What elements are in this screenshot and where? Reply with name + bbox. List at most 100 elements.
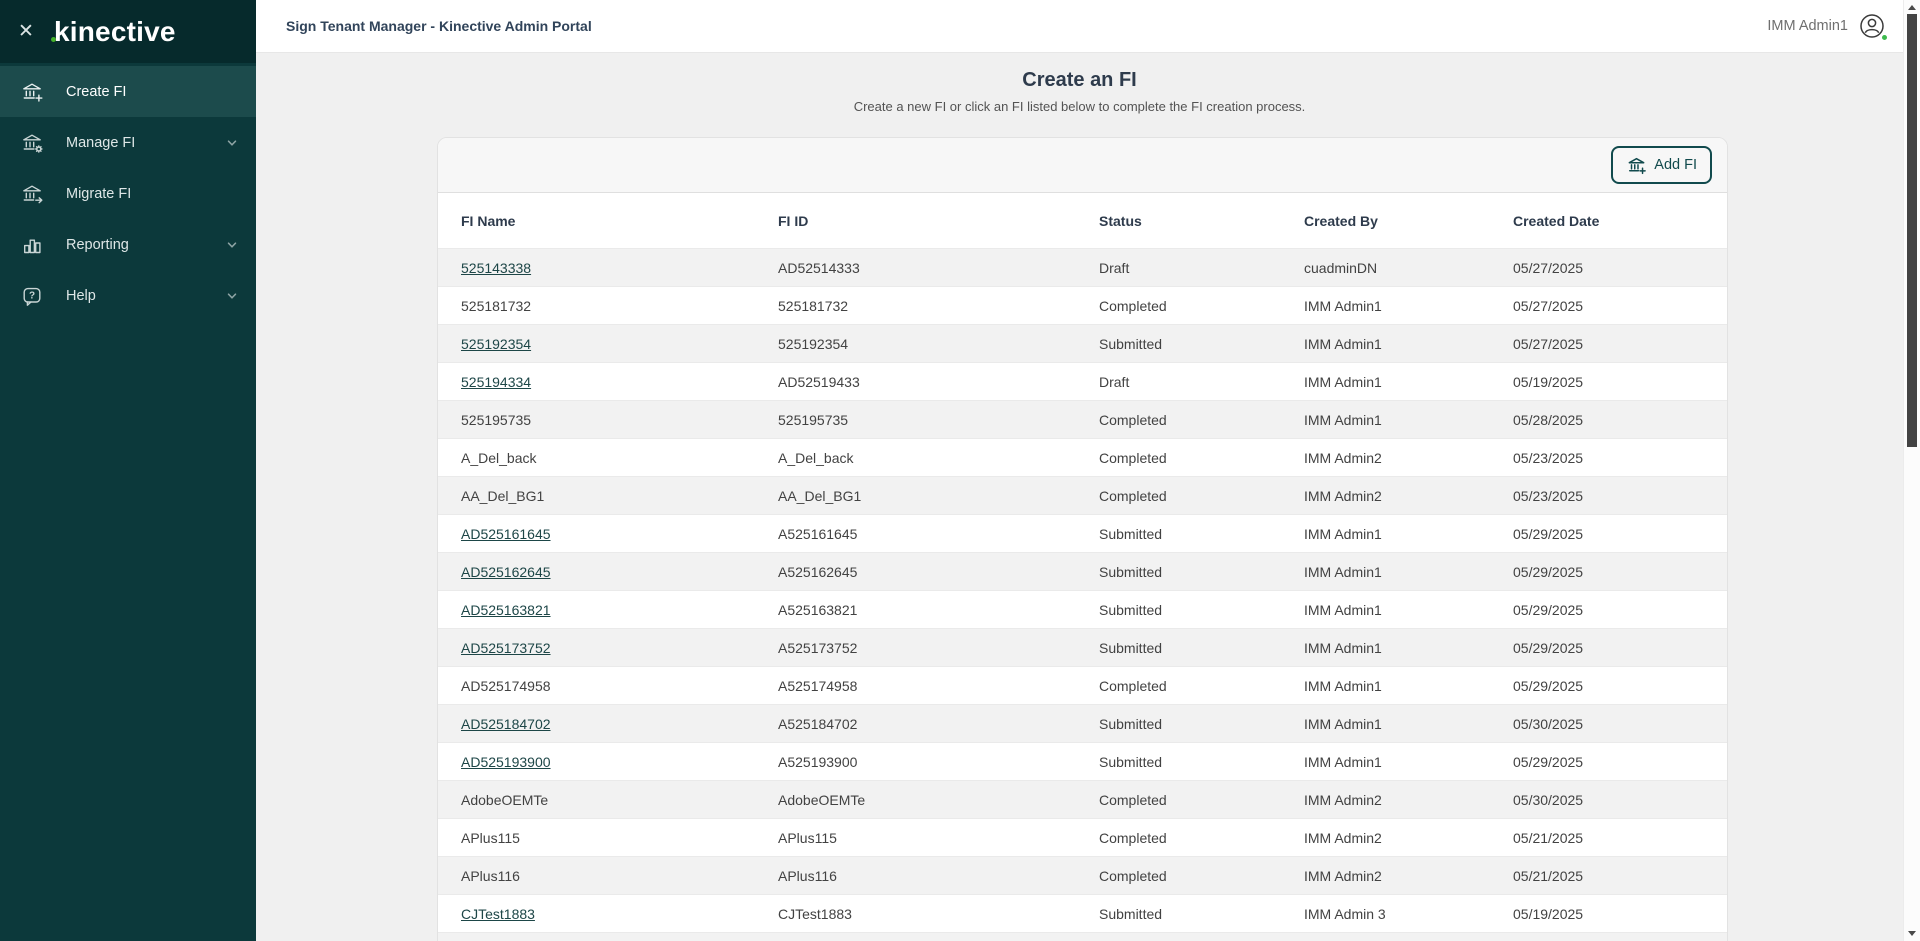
created-date-cell: 05/27/2025 [1513, 297, 1584, 314]
created-by-cell: IMM Admin1 [1304, 373, 1382, 390]
fi-name-link: 525195735 [461, 411, 532, 428]
bank-plus-icon [20, 80, 44, 104]
user-avatar-icon[interactable] [1857, 11, 1888, 41]
created-by-cell: IMM Admin1 [1304, 411, 1382, 428]
brand-logo: kinective [51, 16, 176, 48]
vertical-scrollbar[interactable] [1903, 0, 1920, 941]
fi-id-cell: A525173752 [778, 639, 858, 656]
table-row: 525192354 525192354 Submitted IMM Admin1… [438, 324, 1727, 362]
created-date-cell: 05/30/2025 [1513, 791, 1584, 808]
column-header-fi-name: FI Name [461, 212, 516, 229]
created-date-cell: 05/19/2025 [1513, 373, 1584, 390]
fi-id-cell: AA_Del_BG1 [778, 487, 862, 504]
fi-name-link[interactable]: AD525161645 [461, 525, 551, 542]
table-row: AD525163821 A525163821 Submitted IMM Adm… [438, 590, 1727, 628]
bank-gear-icon [20, 131, 44, 155]
table-row: AA_Del_BG1 AA_Del_BG1 Completed IMM Admi… [438, 476, 1727, 514]
sidebar-item-migrate-fi[interactable]: Migrate FI [0, 168, 256, 219]
created-date-cell: 05/29/2025 [1513, 525, 1584, 542]
online-status-dot [1881, 34, 1888, 41]
scrollbar-thumb[interactable] [1907, 14, 1917, 447]
sidebar-item-label: Migrate FI [66, 185, 132, 202]
status-cell: Submitted [1099, 753, 1163, 770]
sidebar-item-label: Create FI [66, 83, 127, 100]
created-by-cell: IMM Admin1 [1304, 525, 1382, 542]
fi-id-cell: APlus116 [778, 867, 837, 884]
sidebar-item-reporting[interactable]: Reporting [0, 219, 256, 270]
created-by-cell: cuadminDN [1304, 259, 1378, 276]
table-row-partial [438, 932, 1727, 941]
fi-name-link[interactable]: 525143338 [461, 259, 532, 276]
fi-name-link: A_Del_back [461, 449, 537, 466]
sidebar-logo-bar: ✕ kinective [0, 0, 256, 63]
fi-name-link[interactable]: AD525193900 [461, 753, 551, 770]
fi-name-link[interactable]: CJTest1883 [461, 905, 535, 922]
table-row: AD525162645 A525162645 Submitted IMM Adm… [438, 552, 1727, 590]
brand-logo-text: kinective [54, 15, 176, 47]
created-date-cell: 05/27/2025 [1513, 335, 1584, 352]
status-cell: Submitted [1099, 601, 1163, 618]
status-cell: Submitted [1099, 563, 1163, 580]
table-row: AD525174958 A525174958 Completed IMM Adm… [438, 666, 1727, 704]
sidebar-item-help[interactable]: ? Help [0, 270, 256, 321]
sidebar-item-manage-fi[interactable]: Manage FI [0, 117, 256, 168]
fi-name-link: AD525174958 [461, 677, 551, 694]
topbar: Sign Tenant Manager - Kinective Admin Po… [256, 0, 1903, 53]
table-row: AD525173752 A525173752 Submitted IMM Adm… [438, 628, 1727, 666]
created-date-cell: 05/29/2025 [1513, 677, 1584, 694]
fi-id-cell: A525163821 [778, 601, 858, 618]
created-date-cell: 05/23/2025 [1513, 449, 1584, 466]
fi-name-link[interactable]: AD525162645 [461, 563, 551, 580]
created-date-cell: 05/27/2025 [1513, 259, 1584, 276]
chevron-down-icon [224, 288, 240, 304]
table-row: 525194334 AD52519433 Draft IMM Admin1 05… [438, 362, 1727, 400]
topbar-user-area: IMM Admin1 [1767, 11, 1888, 41]
chevron-down-icon [224, 237, 240, 253]
chevron-down-icon [224, 135, 240, 151]
fi-name-link[interactable]: 525194334 [461, 373, 532, 390]
status-cell: Completed [1099, 867, 1167, 884]
fi-name-link: 525181732 [461, 297, 532, 314]
column-header-created-by: Created By [1304, 212, 1378, 229]
table-row: AdobeOEMTe AdobeOEMTe Completed IMM Admi… [438, 780, 1727, 818]
fi-name-link[interactable]: AD525184702 [461, 715, 551, 732]
main-content: Create an FI Create a new FI or click an… [256, 53, 1903, 941]
table-row: A_Del_back A_Del_back Completed IMM Admi… [438, 438, 1727, 476]
scrollbar-up-arrow-icon[interactable] [1908, 5, 1916, 10]
fi-name-link[interactable]: AD525163821 [461, 601, 551, 618]
scrollbar-down-arrow-icon[interactable] [1908, 931, 1916, 936]
fi-name-link[interactable]: 525192354 [461, 335, 532, 352]
add-fi-button[interactable]: Add FI [1611, 146, 1712, 184]
fi-name-cell: 525192354 [461, 336, 778, 352]
sidebar-close-icon[interactable]: ✕ [18, 20, 34, 42]
sidebar-item-create-fi[interactable]: Create FI [0, 66, 256, 117]
fi-id-cell: 525195735 [778, 411, 849, 428]
fi-list-card: Add FI FI Name FI ID Status Created By C… [437, 137, 1728, 941]
fi-name-cell: AD525174958 [461, 678, 778, 694]
table-row: 525181732 525181732 Completed IMM Admin1… [438, 286, 1727, 324]
fi-name-cell: AD525193900 [461, 754, 778, 770]
created-by-cell: IMM Admin1 [1304, 601, 1382, 618]
fi-name-cell: APlus116 [461, 868, 778, 884]
fi-name-link: APlus116 [461, 867, 520, 884]
fi-name-cell: 525181732 [461, 298, 778, 314]
fi-id-cell: APlus115 [778, 829, 837, 846]
status-cell: Completed [1099, 411, 1167, 428]
bank-plus-icon [1626, 155, 1647, 176]
fi-id-cell: A525174958 [778, 677, 858, 694]
status-cell: Submitted [1099, 905, 1163, 922]
table-row: AD525161645 A525161645 Submitted IMM Adm… [438, 514, 1727, 552]
fi-id-cell: 525181732 [778, 297, 849, 314]
fi-name-link[interactable]: AD525173752 [461, 639, 551, 656]
page-subtitle: Create a new FI or click an FI listed be… [853, 99, 1306, 114]
created-date-cell: 05/19/2025 [1513, 905, 1584, 922]
table-row: AD525193900 A525193900 Submitted IMM Adm… [438, 742, 1727, 780]
created-by-cell: IMM Admin1 [1304, 335, 1382, 352]
status-cell: Submitted [1099, 525, 1163, 542]
table-row: APlus116 APlus116 Completed IMM Admin2 0… [438, 856, 1727, 894]
created-by-cell: IMM Admin1 [1304, 677, 1382, 694]
fi-id-cell: 525192354 [778, 335, 849, 352]
bank-arrow-icon [20, 182, 44, 206]
status-cell: Submitted [1099, 715, 1163, 732]
status-cell: Completed [1099, 449, 1167, 466]
